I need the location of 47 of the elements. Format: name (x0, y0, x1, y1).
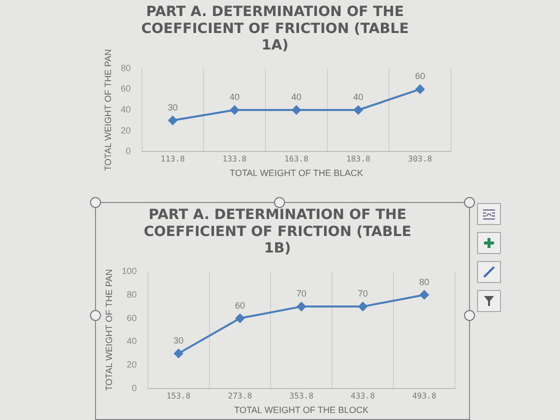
y-tick-label: 40 (120, 104, 131, 114)
x-tick-label: 133.8 (222, 154, 247, 164)
data-label: 30 (174, 335, 184, 346)
data-label: 70 (358, 288, 368, 299)
point (416, 84, 425, 94)
x-tick-label: 353.8 (289, 391, 314, 400)
x-tick-label: 273.8 (228, 391, 252, 400)
y-axis-title: TOTAL WEIGHT OF THE PAN (102, 49, 113, 171)
point (174, 348, 184, 358)
x-tick-label: 153.8 (166, 391, 191, 400)
x-tick-label: 303.8 (408, 154, 432, 164)
y-axis-title: TOTAL WEIGHT OF THE PAN (104, 269, 114, 391)
point (230, 106, 240, 114)
y-tick-label: 20 (126, 360, 137, 370)
x-axis-title: TOTAL WEIGHT OF THE BLOCK (234, 405, 369, 416)
point (354, 106, 363, 114)
point (420, 290, 429, 300)
y-tick-label: 40 (126, 336, 137, 346)
point (168, 116, 178, 125)
data-label: 70 (296, 288, 306, 299)
data-label: 40 (230, 92, 240, 102)
x-tick-label: 183.8 (346, 154, 370, 164)
point (292, 106, 301, 114)
y-tick-label: 0 (126, 146, 131, 156)
point (358, 302, 368, 312)
y-tick-label: 20 (120, 125, 131, 136)
data-label: 60 (415, 71, 426, 82)
data-label: 40 (291, 92, 302, 102)
chart-title: PART A. DETERMINATION OF THE COEFFICIENT OF FRICTION (TABLE 1A) (141, 4, 409, 54)
x-tick-label: 163.8 (284, 154, 309, 164)
x-tick-label: 433.8 (350, 391, 376, 400)
x-tick-label: 493.8 (412, 391, 436, 400)
x-tick-label: 113.8 (160, 154, 185, 164)
data-label: 30 (168, 102, 178, 112)
y-tick-label: 80 (120, 62, 131, 73)
y-tick-label: 60 (126, 312, 137, 323)
data-label: 80 (419, 276, 430, 287)
y-tick-label: 80 (126, 289, 137, 300)
point (296, 302, 306, 312)
data-label: 40 (353, 92, 364, 102)
y-tick-label: 60 (120, 84, 131, 94)
y-tick-label: 100 (122, 266, 137, 276)
y-tick-label: 0 (132, 383, 137, 394)
data-label: 60 (234, 300, 245, 310)
x-axis-title: TOTAL WEIGHT OF THE BLACK (230, 168, 364, 178)
point (235, 314, 244, 323)
chart-title: PART A. DETERMINATION OF THE COEFFICIENT OF FRICTION (TABLE 1B) (144, 207, 412, 257)
